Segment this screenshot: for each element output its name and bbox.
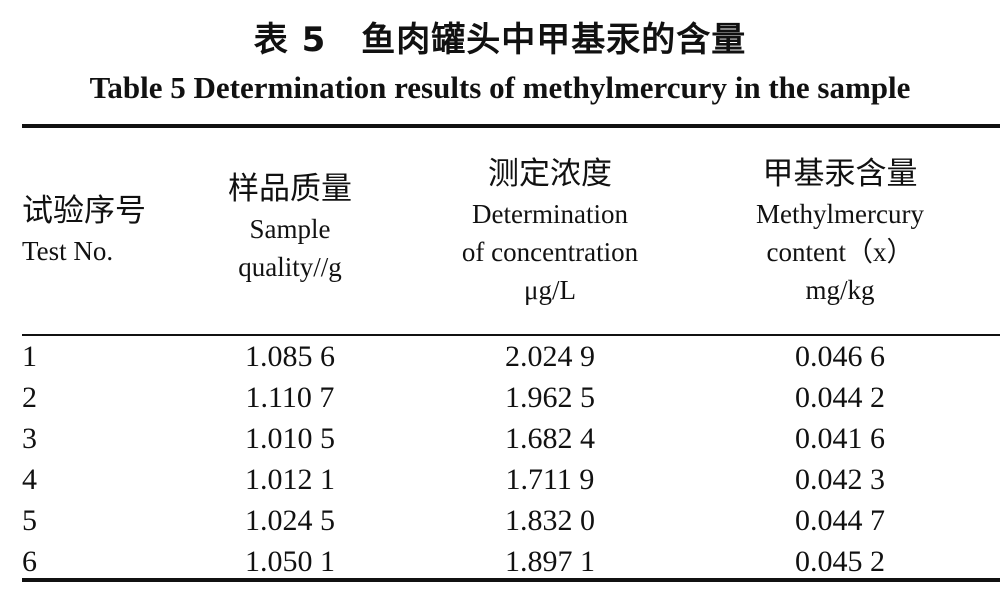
header-methylmercury-content-en-1: Methylmercury <box>756 199 924 229</box>
cell-test-no: 4 <box>22 463 37 496</box>
header-test-no-cn: 试验序号 <box>22 193 146 229</box>
header-sample-quality-en-2: quality//g <box>238 252 342 282</box>
header-concentration-unit: μg/L <box>524 275 576 305</box>
header-methylmercury-content: 甲基汞含量 Methylmercury content（x） mg/kg <box>720 153 960 309</box>
header-concentration-cn: 测定浓度 <box>488 156 612 192</box>
cell-sample-quality: 1.085 6 <box>245 340 335 373</box>
cell-test-no: 2 <box>22 381 37 414</box>
cell-methylmercury-content: 0.045 2 <box>795 545 885 578</box>
cell-test-no: 3 <box>22 422 37 455</box>
table-row: 1 1.085 6 2.024 9 0.046 6 <box>0 336 1000 377</box>
cell-test-no: 1 <box>22 340 37 373</box>
table-top-rule <box>22 124 1000 128</box>
cell-methylmercury-content: 0.046 6 <box>795 340 885 373</box>
table-row: 6 1.050 1 1.897 1 0.045 2 <box>0 541 1000 582</box>
header-methylmercury-content-en-2: content（x） <box>766 237 914 267</box>
cell-concentration: 1.962 5 <box>505 381 595 414</box>
cell-sample-quality: 1.110 7 <box>245 381 335 414</box>
table-title-cn: 表 5 鱼肉罐头中甲基汞的含量 <box>253 20 747 60</box>
cell-sample-quality: 1.010 5 <box>245 422 335 455</box>
header-sample-quality-en-1: Sample <box>249 214 331 244</box>
header-methylmercury-content-unit: mg/kg <box>805 275 875 305</box>
table-row: 5 1.024 5 1.832 0 0.044 7 <box>0 500 1000 541</box>
table-title-en: Table 5 Determination results of methylm… <box>89 70 911 105</box>
cell-concentration: 2.024 9 <box>505 340 595 373</box>
cell-methylmercury-content: 0.044 7 <box>795 504 885 537</box>
header-concentration-en-1: Determination <box>472 199 628 229</box>
cell-concentration: 1.682 4 <box>505 422 595 455</box>
table-row: 3 1.010 5 1.682 4 0.041 6 <box>0 418 1000 459</box>
table-header-rule <box>22 334 1000 336</box>
cell-sample-quality: 1.012 1 <box>245 463 335 496</box>
header-concentration-en-2: of concentration <box>461 237 639 267</box>
header-concentration: 测定浓度 Determination of concentration μg/L <box>430 153 670 309</box>
cell-concentration: 1.711 9 <box>505 463 595 496</box>
header-sample-quality: 样品质量 Sample quality//g <box>190 168 390 286</box>
table-body: 1 1.085 6 2.024 9 0.046 6 2 1.110 7 1.96… <box>0 336 1000 582</box>
cell-sample-quality: 1.050 1 <box>245 545 335 578</box>
cell-methylmercury-content: 0.042 3 <box>795 463 885 496</box>
cell-test-no: 5 <box>22 504 37 537</box>
cell-methylmercury-content: 0.041 6 <box>795 422 885 455</box>
cell-concentration: 1.832 0 <box>505 504 595 537</box>
table-bottom-rule <box>22 578 1000 582</box>
cell-sample-quality: 1.024 5 <box>245 504 335 537</box>
cell-test-no: 6 <box>22 545 37 578</box>
header-methylmercury-content-cn: 甲基汞含量 <box>762 156 918 192</box>
header-test-no-en: Test No. <box>22 236 114 266</box>
header-test-no: 试验序号 Test No. <box>22 190 182 270</box>
cell-concentration: 1.897 1 <box>505 545 595 578</box>
header-sample-quality-cn: 样品质量 <box>228 171 352 207</box>
table-row: 4 1.012 1 1.711 9 0.042 3 <box>0 459 1000 500</box>
cell-methylmercury-content: 0.044 2 <box>795 381 885 414</box>
table-row: 2 1.110 7 1.962 5 0.044 2 <box>0 377 1000 418</box>
